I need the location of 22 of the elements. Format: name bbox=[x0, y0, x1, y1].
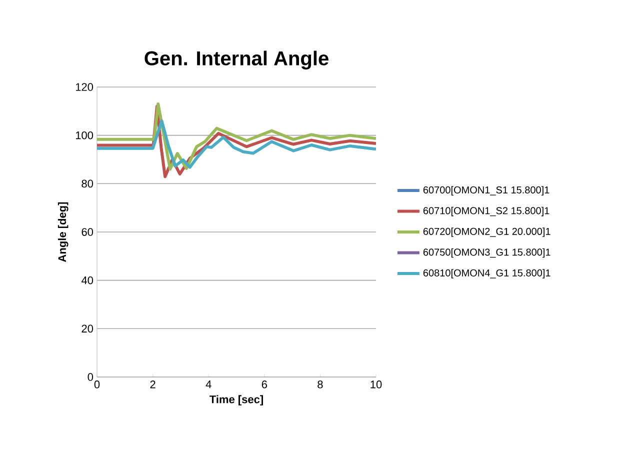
y-tick-label: 40 bbox=[81, 276, 94, 284]
x-tick-label: 8 bbox=[318, 380, 323, 388]
legend-label: 60750[OMON3_G1 15.800]1 bbox=[423, 248, 550, 258]
y-tick-label: 20 bbox=[82, 324, 94, 333]
legend-label: 60720[OMON2_G1 20.000]1 bbox=[423, 228, 550, 237]
x-tick-label: 4 bbox=[206, 380, 212, 388]
y-tick-label: 100 bbox=[76, 131, 94, 140]
x-tick-label: 6 bbox=[262, 380, 267, 388]
y-tick-label: 60 bbox=[82, 228, 94, 236]
y-tick-label: 0 bbox=[88, 373, 94, 381]
line-series bbox=[97, 119, 376, 169]
legend-label: 60700[OMON1_S1 15.800]1 bbox=[423, 186, 550, 196]
legend-label: 60710[OMON1_S2 15.800]1 bbox=[423, 206, 550, 216]
x-tick-label: 0 bbox=[94, 380, 100, 388]
x-axis-title: Time [sec] bbox=[210, 395, 263, 406]
x-tick-label: 10 bbox=[370, 380, 382, 388]
legend-label: 60810[OMON4_G1 15.800]1 bbox=[423, 269, 550, 278]
x-tick-label: 2 bbox=[150, 380, 156, 388]
chart-title: Gen. Internal Angle bbox=[144, 50, 328, 70]
y-tick-label: 120 bbox=[76, 83, 94, 91]
y-axis-title: Angle [deg] bbox=[58, 202, 68, 262]
y-tick-label: 80 bbox=[82, 180, 94, 188]
